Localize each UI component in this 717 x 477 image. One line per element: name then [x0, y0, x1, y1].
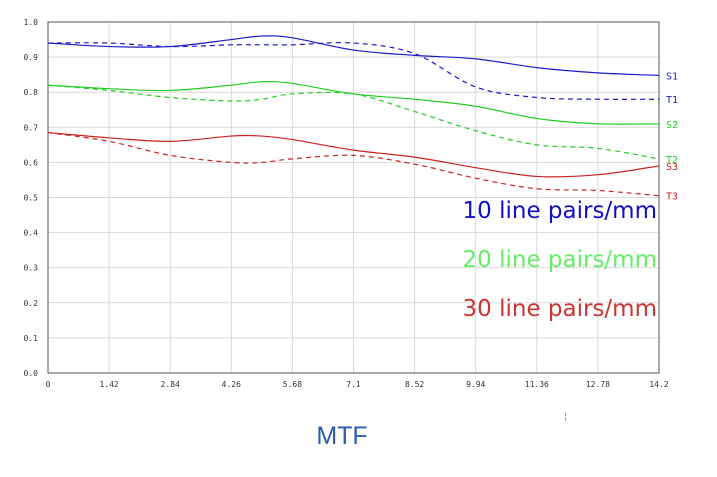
series-label-t3: T3	[666, 192, 678, 203]
y-tick-label: 0.2	[24, 299, 39, 308]
series-line-t3	[47, 131, 660, 197]
axes	[47, 21, 660, 374]
x-tick-label: 1.42	[99, 380, 118, 389]
y-tick-label: 0.6	[24, 158, 39, 167]
series-lines	[47, 35, 660, 197]
x-tick-label: 5.68	[283, 380, 302, 389]
series-label-s1: S1	[666, 71, 678, 82]
y-tick-labels: 0.0 0.1 0.2 0.3 0.4 0.5 0.6 0.7 0.8 0.9 1.0	[24, 18, 39, 378]
y-tick-label: 0.9	[24, 53, 39, 62]
x-tick-label: 11.36	[525, 380, 549, 389]
series-label-s3: S3	[666, 162, 678, 173]
series-line-t1	[47, 42, 660, 100]
x-tick-labels: 0 1.42 2.84 4.26 5.68 7.1 8.52 9.94 11.36 12.78 14…	[46, 380, 669, 389]
x-tick-label: 9.94	[466, 380, 485, 389]
legend-entry: 10 line pairs/mm	[463, 198, 657, 224]
y-tick-label: 0.7	[24, 123, 39, 132]
y-tick-label: 0.0	[24, 369, 39, 378]
legend: 10 line pairs/mm 20 line pairs/mm 30 line …	[463, 198, 657, 322]
y-tick-label: 0.5	[24, 194, 39, 203]
x-tick-label: 8.52	[405, 380, 424, 389]
x-tick-label: 7.1	[346, 380, 361, 389]
legend-entry: 30 line pairs/mm	[463, 296, 657, 322]
plot-frame	[47, 21, 660, 374]
series-line-s2	[47, 80, 660, 125]
y-tick-label: 0.3	[24, 264, 39, 273]
series-label-t2: T2	[666, 155, 678, 166]
legend-entry: 20 line pairs/mm	[463, 247, 657, 273]
x-tick-label: 4.26	[222, 380, 241, 389]
series-line-s3	[47, 131, 660, 178]
x-tick-label: 2.84	[161, 380, 180, 389]
series-line-t2	[47, 84, 660, 160]
x-tick-label: 14.2	[649, 380, 668, 389]
chart-title: MTF	[316, 422, 368, 450]
y-tick-label: 1.0	[24, 18, 39, 27]
x-tick-label: 0	[46, 380, 51, 389]
stray-mark: ¦	[563, 412, 569, 422]
series-label-t1: T1	[666, 95, 678, 106]
y-tick-label: 0.1	[24, 334, 39, 343]
x-tick-label: 12.78	[586, 380, 610, 389]
series-label-s2: S2	[666, 120, 678, 131]
y-tick-label: 0.4	[24, 229, 39, 238]
y-tick-label: 0.8	[24, 88, 39, 97]
